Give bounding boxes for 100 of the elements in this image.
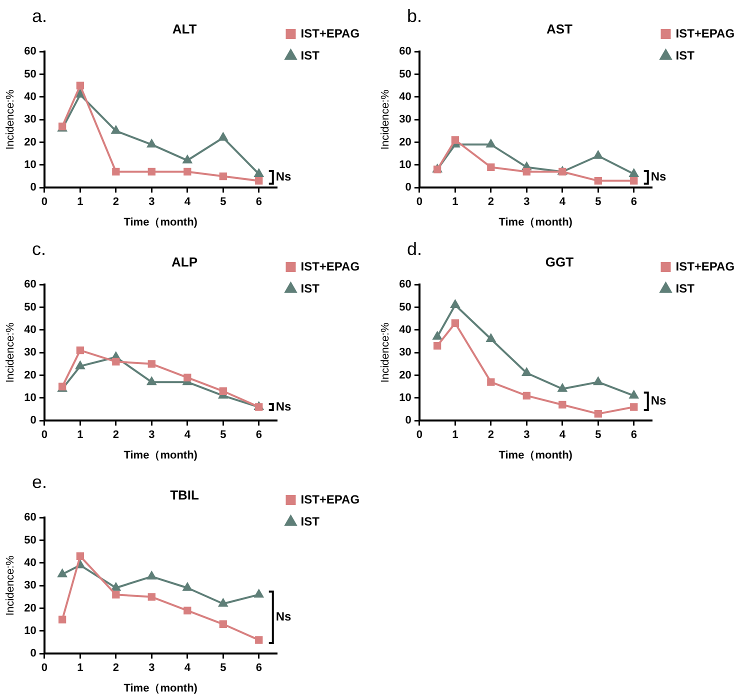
y-tick-label: 40 [24,556,36,569]
x-tick-label: 0 [41,662,48,674]
x-tick-label: 4 [184,429,192,442]
x-tick-label: 5 [220,429,226,442]
x-tick-label: 0 [416,196,422,208]
y-tick-label: 0 [405,414,412,427]
y-tick-label: 40 [399,324,412,336]
x-tick-label: 1 [77,662,84,674]
y-tick-label: 50 [24,301,36,314]
chart-title: GGT [545,254,574,270]
text: c. [32,238,46,259]
y-tick-label: 30 [24,114,36,126]
y-tick-label: 40 [24,324,36,336]
x-tick-label: 5 [220,196,226,208]
x-tick-label: 2 [112,662,119,674]
y-tick-label: 20 [24,602,36,614]
y-tick-label: 10 [24,158,36,171]
chart-title: AST [546,21,573,36]
y-tick-label: 40 [399,90,412,103]
y-tick-label: 20 [399,369,412,382]
y-tick-label: 0 [405,182,412,194]
x-tick-label: 6 [256,196,262,208]
chart-title: ALP [172,254,198,270]
legend-label: IST+EPAG [676,26,735,40]
chart-title: TBIL [170,487,199,502]
y-tick-label: 10 [399,158,412,171]
x-tick-label: 1 [77,429,84,442]
legend-label: IST [676,281,696,296]
y-axis-title: Incidence:% [4,555,17,616]
text: b. [407,6,422,26]
text: d. [407,238,422,259]
annotation: Ns [650,170,667,184]
y-axis-title: Incidence:% [380,322,392,383]
y-tick-label: 60 [24,46,36,58]
y-tick-label: 10 [399,392,412,404]
y-axis-title: Incidence:% [380,89,392,150]
x-axis-title: Time（month) [498,449,573,462]
y-tick-label: 30 [399,346,412,359]
x-tick-label: 2 [112,196,119,208]
x-tick-label: 6 [256,662,262,674]
y-tick-label: 40 [24,90,36,103]
y-tick-label: 50 [399,68,412,80]
annotation: Ns [276,170,292,184]
y-tick-label: 0 [30,414,36,427]
x-axis-title: Time（month) [498,216,573,228]
x-tick-label: 3 [148,429,155,442]
x-tick-label: 2 [488,196,494,208]
legend-label: IST+EPAG [676,259,735,274]
x-tick-label: 2 [488,429,494,442]
y-tick-label: 60 [24,278,36,291]
text: e. [32,472,48,492]
x-tick-label: 3 [524,429,530,442]
legend-label: IST+EPAG [300,492,360,506]
y-tick-label: 60 [399,278,412,291]
legend-label: IST [676,48,696,62]
y-tick-label: 30 [24,346,36,359]
x-tick-label: 6 [630,429,637,442]
legend-label: IST [300,48,320,62]
x-axis-title: Time（month) [124,682,198,694]
x-tick-label: 1 [452,196,458,208]
y-axis-title: Incidence:% [4,322,17,383]
chart-title: ALT [172,21,197,36]
x-tick-label: 6 [256,429,262,442]
y-tick-label: 50 [399,301,412,314]
x-tick-label: 4 [184,196,192,208]
x-tick-label: 3 [148,196,155,208]
legend-label: IST+EPAG [300,259,360,274]
y-tick-label: 0 [30,182,36,194]
x-tick-label: 5 [595,196,602,208]
legend-label: IST+EPAG [300,26,360,40]
x-axis-title: Time（month) [124,216,198,228]
x-tick-label: 3 [148,662,155,674]
y-tick-label: 0 [30,648,36,660]
y-tick-label: 30 [24,580,36,592]
y-tick-label: 30 [399,114,412,126]
y-tick-label: 10 [24,624,36,637]
text: a. [32,6,48,26]
x-tick-label: 0 [41,196,48,208]
x-tick-label: 1 [452,429,458,442]
x-tick-label: 2 [112,429,119,442]
y-tick-label: 50 [24,68,36,80]
x-tick-label: 1 [77,196,84,208]
y-tick-label: 60 [24,512,36,524]
y-tick-label: 20 [24,369,36,382]
x-tick-label: 6 [630,196,637,208]
x-tick-label: 0 [416,429,422,442]
x-tick-label: 0 [41,429,48,442]
legend-label: IST [300,514,320,528]
annotation: Ns [276,610,292,624]
x-tick-label: 4 [559,429,566,442]
y-tick-label: 20 [24,136,36,148]
annotation: Ns [276,399,292,414]
y-tick-label: 20 [399,136,412,148]
x-tick-label: 4 [184,662,192,674]
annotation: Ns [650,394,667,408]
x-tick-label: 4 [559,196,566,208]
y-tick-label: 10 [24,392,36,404]
legend-label: IST [300,281,320,296]
y-axis-title: Incidence:% [4,89,17,150]
x-tick-label: 5 [595,429,602,442]
